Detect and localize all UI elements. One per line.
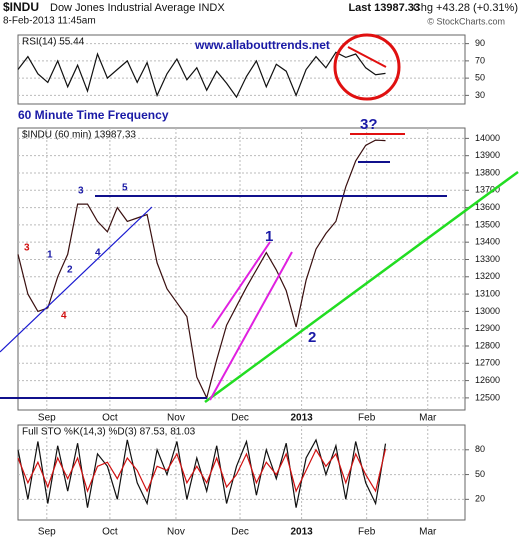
annotation: 2 <box>67 265 73 276</box>
x-tick-label: Dec <box>231 527 249 538</box>
annotation: 2 <box>308 329 316 346</box>
y-tick-label: 50 <box>475 73 485 83</box>
y-tick-label: 13500 <box>475 219 500 229</box>
x-tick-label: Sep <box>38 527 56 538</box>
y-tick-label: 13700 <box>475 185 500 195</box>
date: 8-Feb-2013 11:45am <box>3 16 96 27</box>
annotation: 5 <box>122 183 128 194</box>
x-tick-label: Feb <box>358 527 376 538</box>
x-tick-label: Oct <box>102 413 118 424</box>
drawn-annotation <box>211 241 271 329</box>
x-tick-label: Mar <box>419 527 437 538</box>
y-tick-label: 20 <box>475 494 485 504</box>
annotation: 4 <box>61 311 67 322</box>
y-tick-label: 90 <box>475 38 485 48</box>
y-tick-label: 50 <box>475 469 485 479</box>
y-tick-label: 12800 <box>475 340 500 350</box>
annotation: 1 <box>265 228 273 245</box>
y-tick-label: 13200 <box>475 271 500 281</box>
last-price: Last 13987.33 <box>348 2 420 14</box>
x-tick-label: 2013 <box>290 527 313 538</box>
x-tick-label: Sep <box>38 413 56 424</box>
annotation: 3 <box>24 243 30 254</box>
x-tick-label: Nov <box>167 413 185 424</box>
annotation: www.allabouttrends.net <box>194 38 330 52</box>
x-tick-label: Oct <box>102 527 118 538</box>
y-tick-label: 13400 <box>475 237 500 247</box>
index-name: Dow Jones Industrial Average INDX <box>50 2 225 14</box>
y-tick-label: 70 <box>475 55 485 65</box>
annotation: 3 <box>78 186 84 197</box>
annotation: 1 <box>47 250 53 261</box>
source: © StockCharts.com <box>427 16 505 26</box>
annotation: 3? <box>360 116 378 133</box>
y-tick-label: 80 <box>475 444 485 454</box>
series-line <box>17 139 386 400</box>
y-tick-label: 14000 <box>475 133 500 143</box>
y-tick-label: 12600 <box>475 375 500 385</box>
drawn-annotation <box>347 46 387 68</box>
y-tick-label: 12700 <box>475 358 500 368</box>
drawn-annotation <box>333 33 401 101</box>
annotation: 60 Minute Time Frequency <box>18 108 169 122</box>
y-tick-label: 13800 <box>475 167 500 177</box>
y-tick-label: 30 <box>475 90 485 100</box>
change: Chg +43.28 (+0.31%) <box>413 2 518 14</box>
y-tick-label: 13300 <box>475 254 500 264</box>
series-line <box>17 51 386 99</box>
y-tick-label: 12900 <box>475 323 500 333</box>
drawn-annotation <box>0 206 153 353</box>
symbol: $INDU <box>3 0 39 14</box>
y-tick-label: 13000 <box>475 306 500 316</box>
y-tick-label: 13100 <box>475 288 500 298</box>
series-line <box>17 448 387 493</box>
x-tick-label: Nov <box>167 527 185 538</box>
panel-title: Full STO %K(14,3) %D(3) 87.53, 81.03 <box>22 427 196 438</box>
panel-title: RSI(14) 55.44 <box>22 37 85 48</box>
y-tick-label: 12500 <box>475 392 500 402</box>
x-tick-label: 2013 <box>290 413 313 424</box>
annotation: 4 <box>95 248 101 259</box>
panel-title: $INDU (60 min) 13987.33 <box>22 130 136 141</box>
x-tick-label: Feb <box>358 413 376 424</box>
panel <box>17 127 466 411</box>
y-tick-label: 13900 <box>475 150 500 160</box>
x-tick-label: Dec <box>231 413 249 424</box>
drawn-annotation <box>209 251 293 401</box>
panel <box>17 424 466 521</box>
y-tick-label: 13600 <box>475 202 500 212</box>
drawn-annotation <box>204 170 519 404</box>
x-tick-label: Mar <box>419 413 437 424</box>
